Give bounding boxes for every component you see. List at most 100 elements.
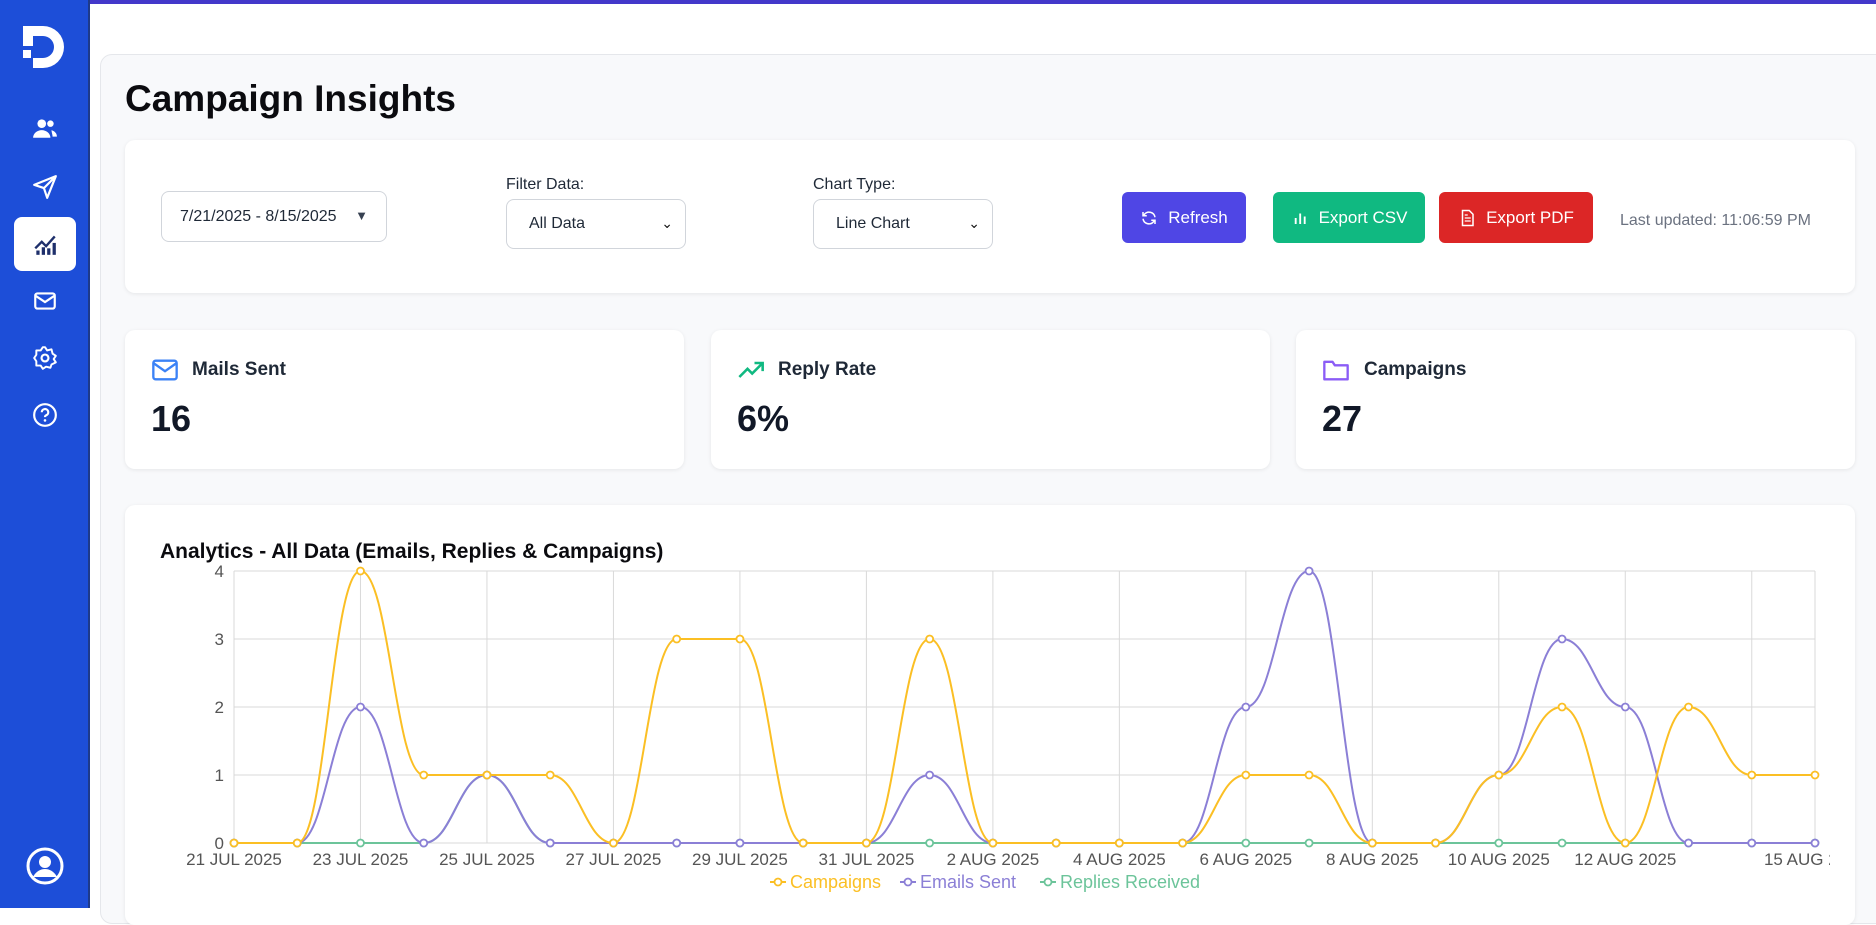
mail-icon <box>34 292 56 310</box>
data-point <box>356 838 365 848</box>
data-point <box>1178 838 1187 848</box>
data-point <box>1241 770 1251 780</box>
chart-title: Analytics - All Data (Emails, Replies & … <box>160 540 664 563</box>
data-point <box>1557 702 1567 712</box>
export-csv-label: Export CSV <box>1318 207 1408 227</box>
bar-chart-icon <box>1294 213 1306 224</box>
chart-type-label: Chart Type: <box>813 176 896 193</box>
x-tick-label: 4 AUG 2025 <box>1073 850 1166 869</box>
data-point <box>1304 770 1314 780</box>
stat-card-mails-sent <box>125 330 684 469</box>
stat-label: Mails Sent <box>192 359 286 380</box>
data-point <box>1494 838 1504 848</box>
sidebar-item-mail[interactable] <box>14 274 76 328</box>
x-tick-label: 27 JUL 2025 <box>566 850 662 869</box>
sidebar-item-analytics[interactable] <box>14 217 76 271</box>
data-point <box>988 838 998 848</box>
chart-type-select-value: Line Chart <box>836 215 910 232</box>
data-point <box>1810 770 1820 780</box>
page-title: Campaign Insights <box>125 78 456 119</box>
legend-label: Campaigns <box>790 872 881 892</box>
data-point <box>925 770 935 780</box>
analytics-icon <box>34 235 56 255</box>
data-point <box>1494 770 1504 780</box>
top-accent-bar <box>0 0 1876 4</box>
chart-card <box>125 505 1855 925</box>
sidebar-item-help[interactable] <box>14 388 76 442</box>
date-range-value: 7/21/2025 - 8/15/2025 <box>180 207 337 225</box>
x-tick-label: 31 JUL 2025 <box>819 850 915 869</box>
data-point <box>925 634 935 644</box>
sidebar-item-users[interactable] <box>14 101 76 155</box>
logo-icon[interactable] <box>19 22 69 72</box>
y-tick-label: 2 <box>215 698 224 717</box>
data-point <box>1431 838 1440 848</box>
x-tick-label: 29 JUL 2025 <box>692 850 788 869</box>
data-point <box>1241 702 1251 712</box>
data-point <box>1557 838 1567 848</box>
user-circle-icon[interactable] <box>25 846 65 886</box>
data-point <box>292 838 302 848</box>
data-point <box>735 634 745 644</box>
data-point <box>1241 838 1251 848</box>
data-point <box>1304 566 1314 576</box>
x-tick-label: 6 AUG 2025 <box>1200 850 1293 869</box>
stat-value: 6% <box>737 398 790 439</box>
legend-marker <box>903 877 913 887</box>
data-point <box>482 770 492 780</box>
data-point <box>925 838 935 848</box>
legend-marker <box>1043 877 1053 887</box>
refresh-label: Refresh <box>1168 207 1228 227</box>
data-point <box>1051 838 1061 848</box>
x-tick-label: 2 AUG 2025 <box>947 850 1040 869</box>
sidebar-item-send[interactable] <box>14 160 76 214</box>
filter-select[interactable]: All Data ⌄ <box>506 199 686 249</box>
stat-card-reply-rate <box>711 330 1270 469</box>
y-tick-label: 1 <box>215 766 224 785</box>
legend-label: Replies Received <box>1060 872 1200 892</box>
x-tick-label: 21 JUL 2025 <box>186 850 282 869</box>
x-tick-label: 10 AUG 2025 <box>1448 850 1550 869</box>
export-csv-button[interactable]: Export CSV <box>1273 192 1425 243</box>
data-point <box>1620 702 1630 712</box>
gear-icon <box>33 346 57 370</box>
x-tick-label: 23 JUL 2025 <box>313 850 409 869</box>
chevron-down-icon: ⌄ <box>968 215 980 231</box>
data-point <box>1684 702 1693 712</box>
send-icon <box>33 175 57 199</box>
chart-type-select[interactable]: Line Chart ⌄ <box>813 199 993 249</box>
y-tick-label: 3 <box>215 630 224 649</box>
legend-label: Emails Sent <box>920 872 1016 892</box>
data-point <box>545 770 555 780</box>
series-line <box>233 773 1815 844</box>
date-range-picker[interactable]: 7/21/2025 - 8/15/2025 ▼ <box>161 191 387 242</box>
refresh-button[interactable]: Refresh <box>1122 192 1246 243</box>
data-point <box>1747 770 1757 780</box>
data-point <box>1684 838 1693 848</box>
data-point <box>419 838 429 848</box>
stat-label: Campaigns <box>1364 359 1467 380</box>
x-tick-label: 8 AUG 2025 <box>1326 850 1419 869</box>
stat-value: 16 <box>151 398 192 439</box>
file-icon <box>1461 209 1474 226</box>
data-point <box>672 838 682 848</box>
stat-label: Reply Rate <box>778 359 877 380</box>
sidebar-item-settings[interactable] <box>14 331 76 385</box>
y-tick-label: 4 <box>215 562 224 581</box>
export-pdf-button[interactable]: Export PDF <box>1439 192 1593 243</box>
caret-down-icon: ▼ <box>355 208 368 223</box>
trending-up-icon <box>738 361 764 378</box>
data-point <box>419 770 429 780</box>
refresh-icon <box>1142 210 1156 225</box>
data-point <box>229 838 239 848</box>
data-point <box>1557 634 1567 644</box>
help-icon <box>33 403 57 427</box>
data-point <box>1367 838 1377 848</box>
analytics-line-chart: 0 1 2 3 4 21 JUL 2025 23 JUL 2025 25 JUL 2025 27… <box>186 562 1830 892</box>
x-tick-label: 12 AUG 2025 <box>1574 850 1676 869</box>
data-point <box>798 838 808 848</box>
data-point <box>862 838 871 848</box>
folder-icon <box>1323 360 1349 381</box>
data-point <box>356 566 365 576</box>
filter-label: Filter Data: <box>506 176 585 193</box>
